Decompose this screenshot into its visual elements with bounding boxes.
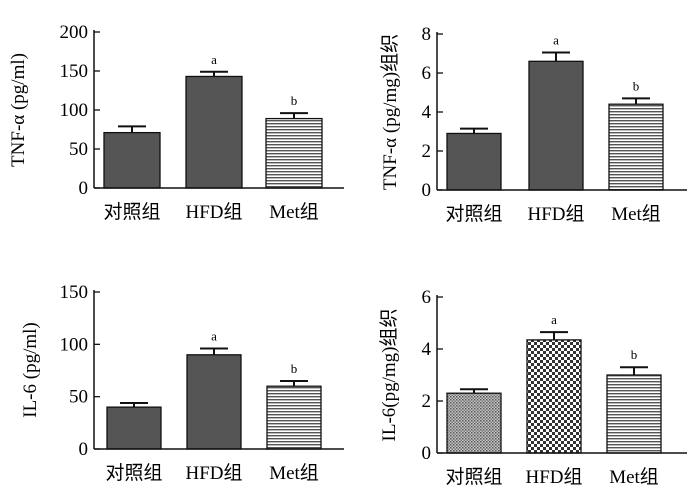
y-tick-label: 0 bbox=[422, 180, 432, 201]
bar bbox=[106, 406, 162, 450]
bar bbox=[266, 385, 322, 450]
error-bar bbox=[620, 366, 648, 375]
category-label: Met组 bbox=[609, 466, 659, 488]
category-label: HFD组 bbox=[525, 466, 582, 488]
y-tick-label: 100 bbox=[60, 334, 89, 355]
y-tick-label: 2 bbox=[422, 141, 432, 162]
significance-label: a bbox=[551, 312, 557, 327]
category-label: HFD组 bbox=[185, 462, 242, 484]
error-bar bbox=[118, 125, 146, 133]
y-tick-label: 6 bbox=[422, 63, 432, 84]
bar bbox=[446, 392, 502, 454]
y-axis-label: IL-6 (pg/ml) bbox=[20, 322, 41, 418]
y-tick-label: 4 bbox=[422, 339, 432, 360]
error-bar bbox=[540, 331, 568, 340]
category-label: HFD组 bbox=[527, 203, 584, 225]
category-label: 对照组 bbox=[105, 462, 162, 484]
error-bar bbox=[622, 97, 650, 105]
bar bbox=[526, 339, 582, 454]
y-tick-label: 0 bbox=[422, 443, 432, 464]
category-label: Met组 bbox=[611, 203, 661, 225]
bar bbox=[606, 374, 662, 454]
y-axis-label: TNF-α (pg/mg)组织 bbox=[379, 34, 401, 190]
significance-label: b bbox=[291, 361, 298, 376]
error-bar bbox=[460, 388, 488, 394]
y-tick-label: 100 bbox=[60, 100, 89, 121]
y-tick-label: 4 bbox=[422, 102, 432, 123]
bar bbox=[446, 132, 502, 191]
category-label: 对照组 bbox=[103, 201, 160, 223]
significance-label: a bbox=[211, 329, 217, 344]
significance-label: a bbox=[553, 33, 559, 48]
category-label: HFD组 bbox=[185, 201, 242, 223]
chart-panel-1: TNF-α (pg/ml) 对照组 a HFD组 b Met组 0 50 100 150 200 bbox=[8, 22, 344, 223]
significance-label: b bbox=[291, 93, 298, 108]
y-tick-label: 0 bbox=[79, 439, 89, 460]
significance-label: b bbox=[631, 347, 638, 362]
significance-label: a bbox=[211, 52, 217, 67]
bar bbox=[528, 60, 584, 191]
bar bbox=[185, 75, 243, 189]
y-tick-label: 6 bbox=[422, 287, 432, 308]
bar bbox=[186, 354, 242, 450]
error-bar bbox=[542, 51, 570, 62]
y-tick-label: 150 bbox=[60, 61, 89, 82]
chart-panel-3: IL-6 (pg/ml) 对照组 a HFD组 b Met组 0 50 100 150 bbox=[20, 282, 344, 484]
y-tick-label: 2 bbox=[422, 391, 432, 412]
error-bar bbox=[200, 70, 228, 77]
y-tick-label: 0 bbox=[79, 178, 89, 199]
category-label: Met组 bbox=[269, 462, 319, 484]
y-axis-label: TNF-α (pg/ml) bbox=[8, 53, 29, 167]
bar bbox=[103, 131, 161, 189]
error-bar bbox=[280, 112, 308, 119]
bar bbox=[265, 117, 323, 189]
error-bar bbox=[460, 127, 488, 134]
y-axis-label: IL-6(pg/mg)组织 bbox=[378, 309, 400, 442]
significance-label: b bbox=[633, 78, 640, 93]
error-bar bbox=[280, 379, 308, 387]
y-tick-label: 200 bbox=[60, 22, 89, 43]
bar bbox=[608, 103, 664, 191]
y-tick-label: 150 bbox=[60, 282, 89, 303]
y-tick-label: 50 bbox=[69, 387, 88, 408]
y-tick-label: 50 bbox=[69, 139, 88, 160]
error-bar bbox=[120, 401, 148, 408]
error-bar bbox=[200, 347, 228, 355]
category-label: Met组 bbox=[269, 201, 319, 223]
category-label: 对照组 bbox=[445, 466, 502, 488]
category-label: 对照组 bbox=[445, 203, 502, 225]
y-tick-label: 8 bbox=[422, 24, 432, 45]
